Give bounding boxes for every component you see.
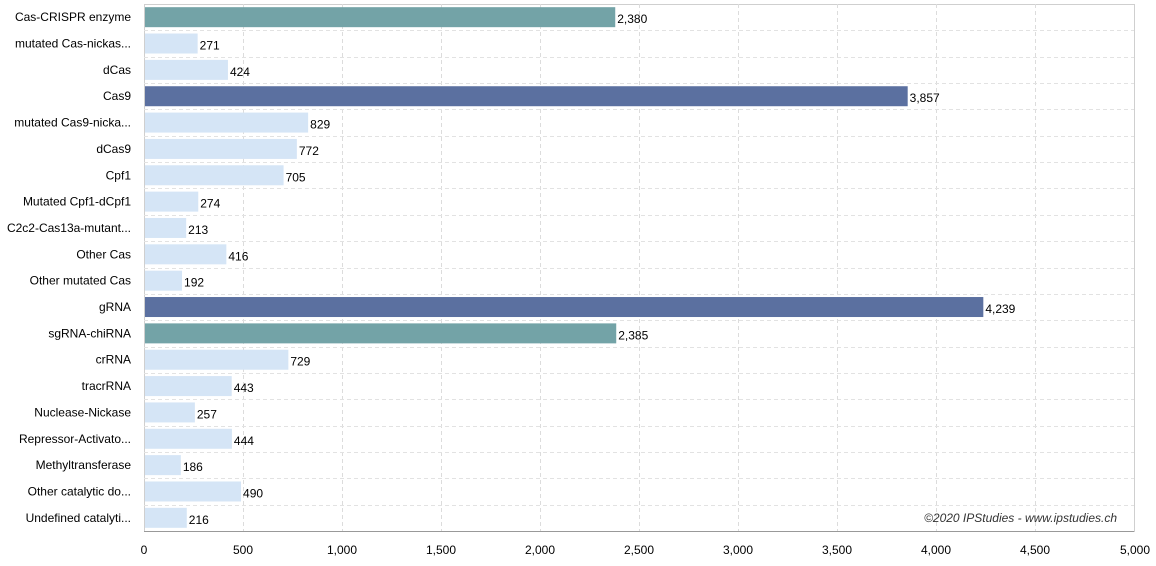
bar [145, 402, 195, 423]
category-label: Mutated Cpf1-dCpf1 [23, 195, 131, 209]
category-label: Repressor-Activato... [19, 432, 131, 446]
value-label: 443 [234, 381, 254, 395]
bar [145, 86, 908, 107]
value-label: 729 [290, 355, 310, 369]
value-label: 2,385 [618, 328, 648, 342]
bar [145, 455, 181, 476]
bar [145, 112, 309, 133]
x-tick-label: 5,000 [1120, 543, 1150, 557]
value-label: 705 [286, 170, 306, 184]
value-label: 271 [200, 39, 220, 53]
bar [145, 270, 183, 291]
value-label: 424 [230, 65, 250, 79]
value-label: 274 [200, 197, 220, 211]
category-label: C2c2-Cas13a-mutant... [7, 221, 131, 235]
x-tick-label: 1,500 [426, 543, 456, 557]
x-tick-label: 2,500 [624, 543, 654, 557]
value-label: 2,380 [617, 12, 647, 26]
x-tick-label: 1,000 [327, 543, 357, 557]
category-label: Cpf1 [106, 168, 132, 182]
bar [145, 165, 284, 186]
x-tick-label: 0 [141, 543, 148, 557]
x-tick-label: 3,500 [822, 543, 852, 557]
x-tick-label: 3,000 [723, 543, 753, 557]
category-label: dCas [103, 63, 131, 77]
category-label: dCas9 [96, 142, 131, 156]
category-label: crRNA [96, 353, 131, 367]
bar [145, 323, 617, 344]
value-label: 4,239 [985, 302, 1015, 316]
value-label: 3,857 [910, 91, 940, 105]
bar [145, 507, 187, 528]
bar [145, 191, 199, 212]
bar [145, 349, 289, 370]
category-label: tracrRNA [82, 379, 131, 393]
category-label: sgRNA-chiRNA [48, 326, 131, 340]
category-label-layer: Cas-CRISPR enzyme mutated Cas-nickas... dC… [7, 10, 131, 525]
category-label: Cas9 [103, 89, 131, 103]
bar [145, 59, 228, 80]
bar [145, 297, 984, 318]
category-label: Undefined catalyti... [26, 511, 131, 525]
value-label: 444 [234, 434, 254, 448]
bar [145, 244, 227, 265]
value-label: 216 [189, 513, 209, 527]
category-label: Nuclease-Nickase [34, 405, 131, 419]
category-label: mutated Cas-nickas... [15, 37, 131, 51]
value-label: 772 [299, 144, 319, 158]
watermark-text: ©2020 IPStudies - www.ipstudies.ch [924, 511, 1117, 525]
value-label: 416 [228, 249, 248, 263]
category-label: gRNA [99, 300, 131, 314]
category-label: Methyltransferase [36, 458, 132, 472]
value-label: 192 [184, 276, 204, 290]
bar [145, 376, 232, 397]
bar [145, 217, 187, 238]
bar [145, 7, 616, 28]
bar [145, 138, 297, 159]
bar [145, 428, 232, 449]
value-label: 829 [310, 118, 330, 132]
category-label: mutated Cas9-nicka... [14, 116, 131, 130]
grid-layer [144, 4, 1134, 531]
value-label: 213 [188, 223, 208, 237]
value-label: 257 [197, 407, 217, 421]
value-label-layer: 2,380 271 424 3,857 829 772 705 274 213 416 192 4,2… [183, 12, 1016, 527]
bar [145, 481, 242, 502]
bar [145, 33, 198, 54]
x-tick-label: 500 [233, 543, 253, 557]
bar-layer [145, 7, 984, 528]
value-label: 490 [243, 486, 263, 500]
category-label: Other catalytic do... [28, 484, 131, 498]
x-axis: 0 500 1,000 1,500 2,000 2,500 3,000 3,500 4,000 4… [141, 531, 1150, 557]
x-tick-label: 2,000 [525, 543, 555, 557]
x-tick-label: 4,500 [1020, 543, 1050, 557]
category-label: Other Cas [76, 247, 131, 261]
value-label: 186 [183, 460, 203, 474]
x-tick-label: 4,000 [921, 543, 951, 557]
category-label: Cas-CRISPR enzyme [15, 10, 131, 24]
category-label: Other mutated Cas [30, 274, 131, 288]
